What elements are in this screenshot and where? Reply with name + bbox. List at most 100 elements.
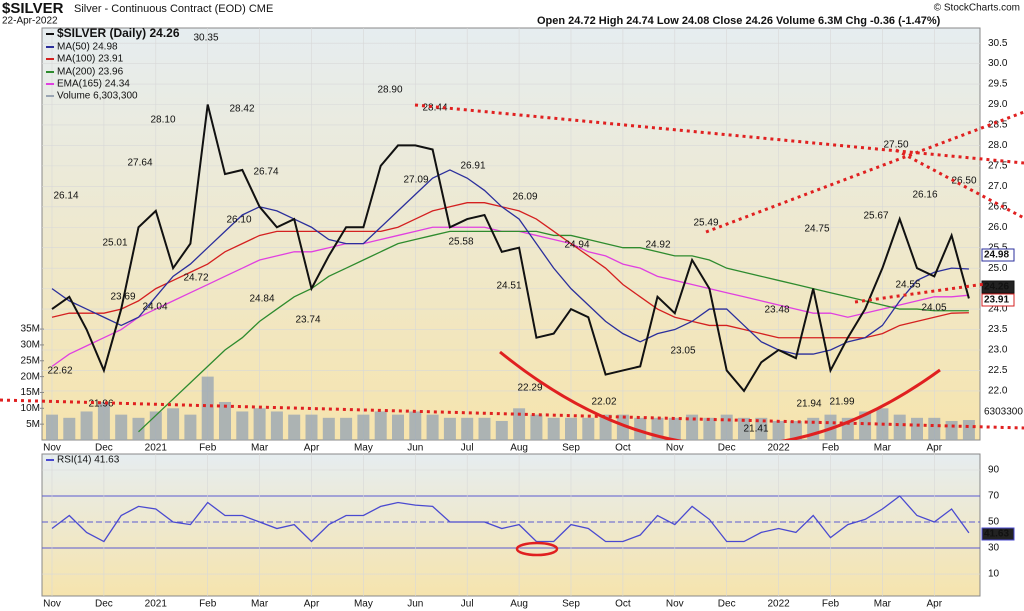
volume-bar	[357, 414, 370, 440]
x-tick-label: Feb	[199, 443, 217, 454]
y-tick-label: 28.5	[988, 120, 1008, 131]
y-tick-label: 30.5	[988, 38, 1008, 49]
x-tick-label: Jul	[461, 599, 474, 610]
x-tick-label: Apr	[927, 599, 943, 610]
x-tick-label: Jun	[407, 443, 423, 454]
volume-bar	[599, 414, 612, 440]
legend-label: MA(200) 23.96	[57, 67, 124, 78]
y-tick-label: 26.0	[988, 222, 1008, 233]
value-box-label: 23.91	[984, 295, 1009, 306]
y2-tick-label: 10M	[21, 403, 40, 414]
y-tick-label: 27.0	[988, 181, 1008, 192]
volume-bar	[374, 411, 387, 440]
volume-bar	[616, 414, 629, 440]
x-tick-label: Mar	[251, 443, 269, 454]
volume-bar	[634, 417, 647, 440]
price-annotation: 27.50	[883, 140, 908, 151]
price-annotation: 27.64	[127, 158, 152, 169]
volume-bar	[201, 376, 214, 440]
y-tick-label: 25.5	[988, 242, 1008, 253]
y2-tick-label: 35M	[21, 324, 40, 335]
rsi-panel	[41, 453, 981, 597]
x-tick-label: Oct	[615, 599, 631, 610]
y2-tick-label: 25M	[21, 355, 40, 366]
y-tick-label: 30.0	[988, 58, 1008, 69]
volume-bar	[322, 417, 335, 440]
price-annotation: 21.41	[743, 424, 768, 435]
x-tick-label: 2022	[767, 443, 790, 454]
volume-bar	[115, 414, 128, 440]
lower-line	[854, 282, 986, 304]
x-tick-label: 2021	[145, 599, 168, 610]
y-tick-label: 70	[988, 491, 1000, 502]
price-annotation: 26.09	[512, 192, 537, 203]
volume-bar	[426, 414, 439, 440]
x-tick-label: Sep	[562, 599, 580, 610]
y2-tick-label: 20M	[21, 371, 40, 382]
x-tick-label: Feb	[199, 599, 217, 610]
price-annotation: 26.16	[912, 190, 937, 201]
value-box-label: 24.26	[984, 282, 1009, 293]
symbol: $SILVER	[2, 0, 64, 17]
x-tick-label: Aug	[510, 443, 528, 454]
value-box	[981, 248, 1015, 262]
legend-label: Volume 6,303,300	[57, 91, 138, 102]
volume-bar	[547, 417, 560, 440]
value-box-label: 41.63	[984, 529, 1009, 540]
y-tick-label: 28.0	[988, 140, 1008, 151]
volume-bar	[928, 417, 941, 440]
volume-last-label: 6303300	[984, 407, 1023, 418]
y-tick-label: 30	[988, 543, 1000, 554]
price-annotation: 28.90	[377, 85, 402, 96]
volume-bar	[755, 417, 768, 440]
price-annotation: 26.74	[253, 167, 278, 178]
price-annotation: 24.94	[564, 240, 589, 251]
credit: © StockCharts.com	[934, 3, 1020, 14]
volume-bar	[409, 411, 422, 440]
volume-bar	[495, 420, 508, 440]
y-tick-label: 22.5	[988, 365, 1008, 376]
volume-bar	[340, 417, 353, 440]
volume-bar	[236, 411, 249, 440]
x-tick-label: Nov	[43, 599, 61, 610]
volume-bar	[478, 417, 491, 440]
volume-bar	[443, 417, 456, 440]
price-annotation: 27.09	[403, 175, 428, 186]
price-annotation: 28.10	[150, 115, 175, 126]
volume-bar	[270, 411, 283, 440]
volume-bar	[132, 417, 145, 440]
value-box	[981, 527, 1015, 541]
series-line	[51, 104, 970, 393]
legend-label: $SILVER (Daily) 24.26	[57, 26, 180, 40]
legend-label: MA(50) 24.98	[57, 42, 118, 53]
price-annotation: 24.04	[142, 302, 167, 313]
price-annotation: 24.72	[183, 273, 208, 284]
series-line	[138, 230, 969, 433]
x-tick-label: Dec	[95, 443, 113, 454]
x-tick-label: Nov	[666, 599, 684, 610]
date: 22-Apr-2022	[2, 16, 58, 27]
x-tick-label: Nov	[43, 443, 61, 454]
price-annotation: 24.51	[496, 281, 521, 292]
x-tick-label: 2021	[145, 443, 168, 454]
volume-bar	[63, 417, 76, 440]
x-tick-label: Nov	[666, 443, 684, 454]
volume-bar	[184, 414, 197, 440]
y-tick-label: 24.0	[988, 304, 1008, 315]
price-annotation: 22.62	[47, 366, 72, 377]
price-annotation: 21.94	[796, 399, 821, 410]
volume-bar	[789, 420, 802, 440]
volume-bar	[461, 417, 474, 440]
base-arc	[499, 350, 941, 440]
x-tick-label: Mar	[874, 599, 892, 610]
x-tick-label: Feb	[822, 599, 840, 610]
y-tick-label: 25.0	[988, 263, 1008, 274]
price-annotation: 28.42	[229, 104, 254, 115]
volume-bar	[288, 414, 301, 440]
volume-bar	[945, 420, 958, 440]
price-annotation: 30.35	[193, 33, 218, 44]
x-tick-label: Dec	[95, 599, 113, 610]
support-line	[0, 398, 1024, 430]
price-annotation: 28.44	[422, 103, 447, 114]
y2-tick-label: 30M	[21, 340, 40, 351]
